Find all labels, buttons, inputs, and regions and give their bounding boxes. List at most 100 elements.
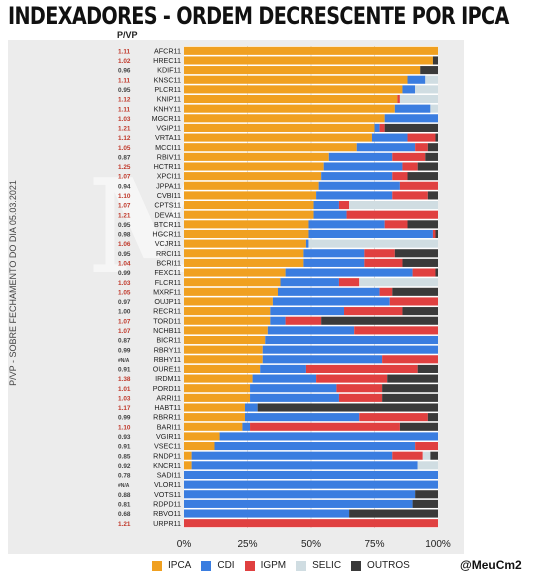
pvp-value: 0.91 <box>118 367 131 374</box>
y-tick-label: DEVA11 <box>155 210 182 219</box>
bar-segment-rbvo11-cdi <box>184 509 350 518</box>
bar-segment-flcr11-ipca <box>184 278 281 287</box>
bar-segment-flcr11-selic <box>359 278 438 287</box>
pvp-value: 0.78 <box>118 473 131 480</box>
bar-segment-pord11-igpm <box>336 384 383 393</box>
bar-segment-hctr11-cdi <box>323 162 403 171</box>
y-tick-label: BTCR11 <box>154 220 181 229</box>
pvp-value: 0.93 <box>118 434 131 441</box>
bar-segment-oure11-ipca <box>184 364 261 373</box>
y-tick-label: KNHY11 <box>154 104 181 113</box>
pvp-value: 0.81 <box>118 502 131 509</box>
pvp-value: 1.11 <box>118 77 131 84</box>
y-tick-label: RBIV11 <box>157 152 181 161</box>
bar-segment-kncr11-cdi <box>191 461 418 470</box>
bar-segment-btcr11-ipca <box>184 220 309 229</box>
y-tick-label: FEXC11 <box>154 268 181 277</box>
bar-segment-vots11-outros <box>415 490 438 499</box>
y-tick-label: RBRR11 <box>153 413 181 422</box>
bar-segment-knsc11-ipca <box>184 75 408 84</box>
bar-segment-afcr11-ipca <box>184 46 438 55</box>
y-tick-label: HABT11 <box>154 403 181 412</box>
y-tick-label: KNIP11 <box>157 95 181 104</box>
x-tick-label: 100% <box>425 539 451 550</box>
y-tick-label: OUJP11 <box>154 297 181 306</box>
y-tick-label: VSEC11 <box>154 442 181 451</box>
author-handle: @MeuCm2 <box>460 558 522 572</box>
bar-segment-btcr11-igpm <box>384 220 408 229</box>
bar-segment-rbry11-cdi <box>262 345 438 354</box>
bar-segment-rbhy11-ipca <box>184 355 263 364</box>
legend-label-selic: SELIC <box>312 560 342 571</box>
y-tick-label: AFCR11 <box>154 46 181 55</box>
pvp-value: 1.17 <box>118 405 131 412</box>
bar-segment-hctr11-igpm <box>402 162 418 171</box>
bar-segment-hgcr11-outros <box>435 229 438 239</box>
bar-segment-hrec11-ipca <box>184 56 433 65</box>
y-tick-label: CPTS11 <box>154 201 181 210</box>
bar-segment-vrta11-ipca <box>184 133 372 142</box>
bar-segment-irdm11-ipca <box>184 374 253 383</box>
pvp-value: 1.25 <box>118 164 131 171</box>
bar-segment-mcci11-igpm <box>415 143 428 152</box>
y-tick-label: BICR11 <box>156 336 181 345</box>
legend-swatch-selic <box>296 560 307 571</box>
pvp-value: 0.95 <box>118 87 131 94</box>
bar-segment-vcjr11-ipca <box>184 239 306 248</box>
bar-segment-vcjr11-selic <box>308 239 438 248</box>
bar-segment-oure11-igpm <box>305 364 418 373</box>
bar-segment-kdif11-ipca <box>184 66 421 75</box>
bar-segment-arri11-ipca <box>184 393 251 402</box>
y-tick-label: XPCI11 <box>157 172 181 181</box>
bar-segment-tord11-outros <box>321 316 438 325</box>
bar-segment-cpts11-ipca <box>184 201 314 210</box>
y-tick-label: RRCI11 <box>156 249 181 258</box>
bar-segment-deva11-igpm <box>346 210 438 219</box>
pvp-value: 1.06 <box>118 241 131 248</box>
bar-segment-vsec11-ipca <box>184 442 215 451</box>
bar-segment-rndp11-selic <box>422 451 431 460</box>
bar-segment-bcri11-igpm <box>364 258 403 267</box>
bar-segment-cvbi11-ipca <box>184 191 317 200</box>
bar-segment-vgip11-cdi <box>374 123 380 132</box>
bar-segment-kdif11-outros <box>420 66 438 75</box>
pvp-value: 0.91 <box>118 444 131 451</box>
y-tick-label: VLOR11 <box>154 480 181 489</box>
pvp-value: 0.97 <box>118 299 131 306</box>
pvp-value: 0.88 <box>118 492 131 499</box>
y-tick-label: ARRI11 <box>156 393 181 402</box>
bar-segment-rrci11-igpm <box>364 249 395 258</box>
bar-segment-rbhy11-igpm <box>382 355 438 364</box>
pvp-value: 0.85 <box>118 453 131 460</box>
bar-segment-sadi11-cdi <box>184 470 438 480</box>
y-tick-label: RBHY11 <box>154 355 181 364</box>
bar-segment-mcci11-outros <box>427 143 438 152</box>
bar-segment-kncr11-selic <box>417 461 438 470</box>
bar-segment-tord11-ipca <box>184 316 271 325</box>
bar-segment-rndp11-outros <box>430 451 438 460</box>
bar-segment-rbrr11-igpm <box>359 413 428 422</box>
bar-segment-fexc11-outros <box>435 268 438 277</box>
bar-segment-bcri11-cdi <box>303 258 365 267</box>
y-tick-label: OURE11 <box>153 365 181 374</box>
legend-item-igpm: IGPM <box>244 560 286 571</box>
pvp-value: 1.11 <box>118 48 131 55</box>
y-tick-label: KNCR11 <box>153 461 181 470</box>
y-tick-label: HGCR11 <box>152 230 181 239</box>
bar-segment-vsec11-igpm <box>415 442 438 451</box>
y-tick-label: RBVO11 <box>153 509 181 518</box>
y-tick-label: VOTS11 <box>154 490 181 499</box>
bar-segment-rdpd11-cdi <box>184 499 413 508</box>
bar-segment-rndp11-cdi <box>191 451 393 460</box>
y-tick-label: CVBI11 <box>157 191 181 200</box>
bar-segment-mxrf11-cdi <box>277 287 380 296</box>
bar-segment-oure11-outros <box>417 364 438 373</box>
y-tick-label: KDIF11 <box>157 66 181 75</box>
y-tick-label: HCTR11 <box>154 162 181 171</box>
pvp-value: 0.99 <box>118 270 131 277</box>
x-tick-label: 0% <box>177 539 192 550</box>
bar-segment-arri11-igpm <box>338 393 383 402</box>
bar-segment-hgcr11-ipca <box>184 229 309 239</box>
bar-segment-habt11-ipca <box>184 403 245 412</box>
bar-segment-vlor11-cdi <box>184 480 438 489</box>
